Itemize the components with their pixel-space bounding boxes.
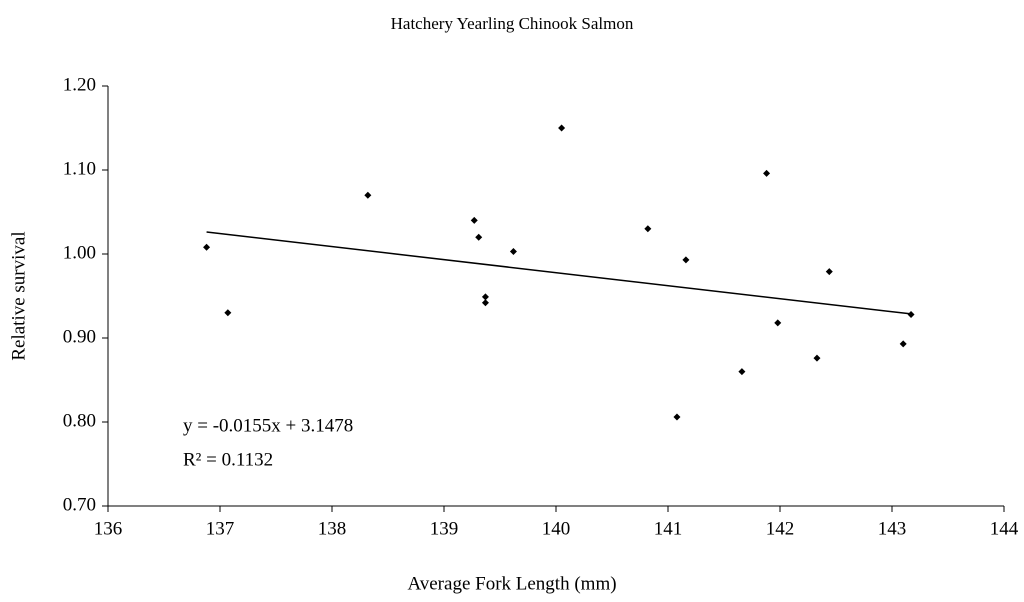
data-point [774,319,782,327]
data-point [224,309,232,317]
x-tick-label: 138 [318,518,347,539]
x-tick-label: 141 [654,518,683,539]
x-tick-label: 136 [94,518,123,539]
y-tick-label: 0.90 [63,326,96,347]
data-point [825,268,833,276]
x-tick-label: 144 [990,518,1019,539]
data-point [481,299,489,307]
chart-title: Hatchery Yearling Chinook Salmon [391,14,634,33]
x-tick-label: 140 [542,518,571,539]
data-point [682,256,690,264]
x-axis-label: Average Fork Length (mm) [407,573,616,594]
x-tick-label: 142 [766,518,795,539]
data-point [203,243,211,251]
data-point [481,293,489,301]
data-point [899,340,907,348]
data-point [738,368,746,376]
data-point [364,191,372,199]
data-point [673,413,681,421]
data-point [558,124,566,132]
y-axis-label: Relative survival [8,231,29,360]
trendline [206,231,912,315]
y-tick-label: 0.70 [63,494,96,515]
trendline-equation: y = -0.0155x + 3.1478 [183,415,353,436]
x-tick-label: 139 [430,518,459,539]
data-point [644,225,652,233]
y-tick-label: 1.20 [63,74,96,95]
data-point [907,310,915,318]
r-squared: R² = 0.1132 [183,449,273,470]
data-point [813,354,821,362]
data-point [475,233,483,241]
y-tick-label: 0.80 [63,410,96,431]
data-point [763,169,771,177]
data-point [509,247,517,255]
x-tick-label: 143 [878,518,907,539]
x-tick-label: 137 [206,518,235,539]
y-tick-label: 1.00 [63,242,96,263]
data-point [470,216,478,224]
y-tick-label: 1.10 [63,158,96,179]
